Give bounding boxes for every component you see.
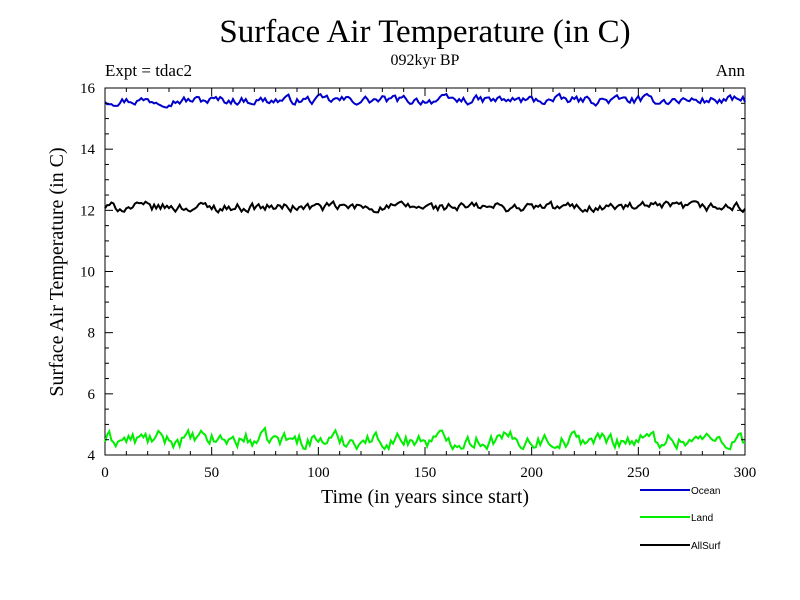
x-tick-label: 300 — [734, 465, 757, 481]
x-tick-label: 100 — [307, 465, 330, 481]
chart-title: Surface Air Temperature (in C) — [219, 14, 631, 50]
legend-label-ocean: Ocean — [691, 486, 720, 497]
series-line-allsurf — [104, 199, 746, 214]
y-tick-label: 10 — [80, 265, 95, 281]
plot-frame — [104, 87, 746, 456]
y-axis-label: Surface Air Temperature (in C) — [46, 147, 68, 396]
x-tick-label: 150 — [414, 465, 437, 481]
legend-label-allsurf: AllSurf — [691, 541, 721, 552]
series-line-land — [104, 425, 746, 452]
x-axis-label: Time (in years since start) — [321, 486, 529, 508]
chart-subtitle: 092kyr BP — [390, 52, 460, 69]
season-label: Ann — [715, 61, 745, 80]
y-tick-label: 6 — [88, 387, 96, 403]
y-tick-label: 16 — [80, 81, 96, 97]
legend-label-land: Land — [691, 513, 713, 524]
series-line-ocean — [104, 92, 746, 109]
y-tick-label: 14 — [80, 142, 96, 158]
x-tick-label: 0 — [101, 465, 109, 481]
x-tick-label: 200 — [520, 465, 543, 481]
x-tick-label: 50 — [204, 465, 219, 481]
y-tick-label: 12 — [80, 203, 95, 219]
y-tick-label: 4 — [88, 448, 96, 464]
x-tick-label: 250 — [627, 465, 650, 481]
y-tick-label: 8 — [88, 326, 96, 342]
experiment-label: Expt = tdac2 — [105, 61, 193, 80]
